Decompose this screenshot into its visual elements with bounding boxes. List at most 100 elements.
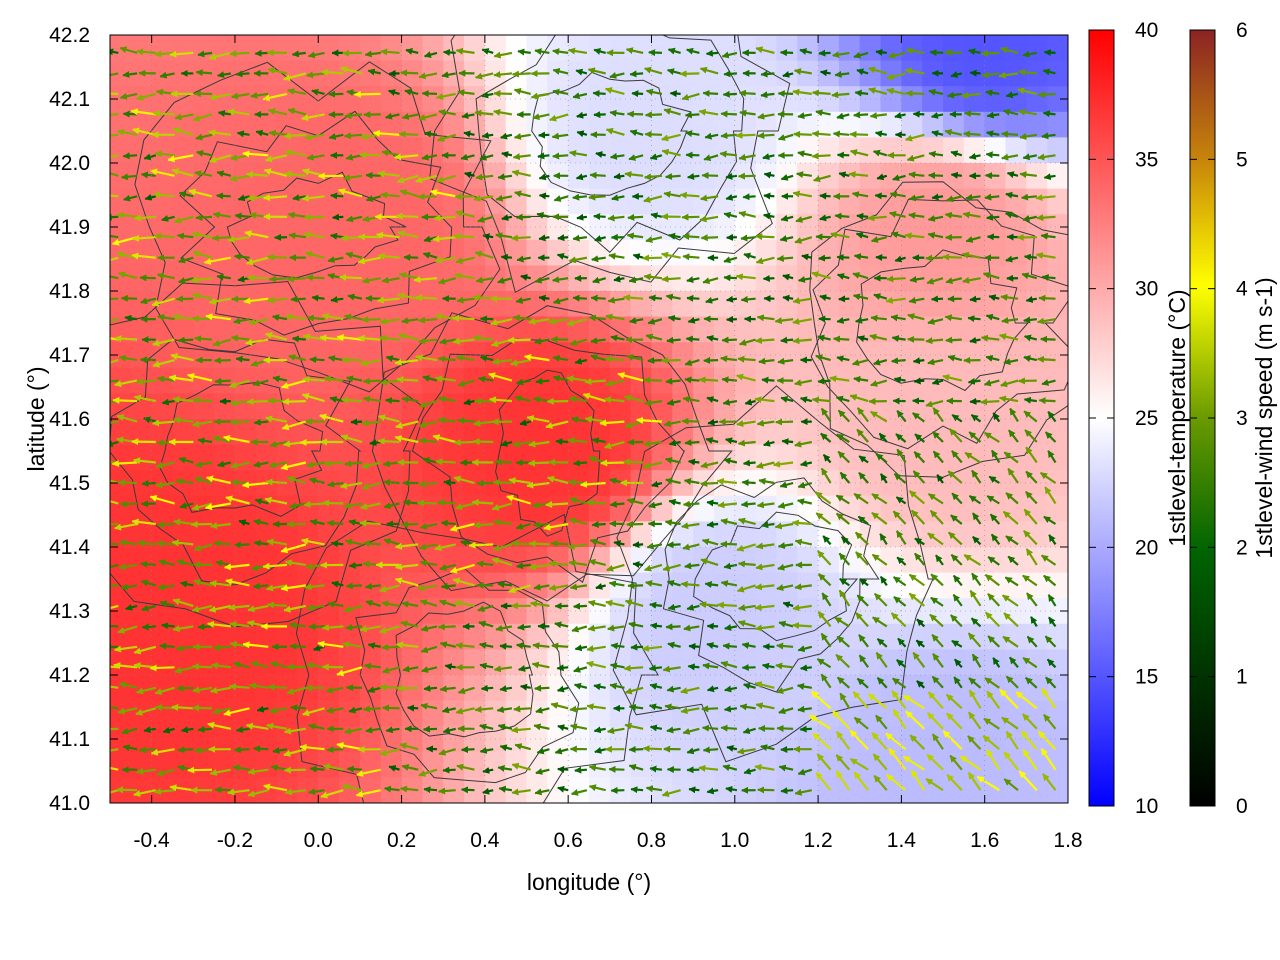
- heatmap-cell: [234, 444, 257, 471]
- temperature-colorbar-tick-label: 20: [1135, 536, 1158, 559]
- y-tick-label: 41.7: [49, 344, 90, 367]
- heatmap-cell: [484, 675, 507, 702]
- heatmap-cell: [297, 470, 319, 497]
- wind-vector: [141, 623, 156, 631]
- heatmap-cell: [901, 86, 923, 113]
- heatmap-cell: [318, 751, 340, 778]
- heatmap-cell: [776, 675, 798, 702]
- heatmap-cell: [193, 495, 215, 522]
- wind-vector: [362, 540, 381, 548]
- heatmap-cell: [547, 35, 569, 62]
- heatmap-cell: [859, 188, 882, 215]
- heatmap-cell: [526, 188, 548, 215]
- wind-vector: [979, 398, 1000, 406]
- wind-vector: [268, 275, 288, 283]
- heatmap-cell: [255, 291, 278, 318]
- heatmap-cell: [255, 214, 278, 241]
- wind-vector: [706, 499, 719, 507]
- heatmap-cell: [255, 751, 278, 778]
- heatmap-cell: [880, 239, 902, 266]
- heatmap-cell: [339, 316, 361, 343]
- heatmap-cell: [214, 547, 236, 574]
- heatmap-cell: [922, 137, 944, 164]
- heatmap-cell: [526, 444, 548, 471]
- wind-vector: [791, 622, 812, 630]
- heatmap-cell: [838, 188, 861, 215]
- wind-vector: [688, 458, 700, 466]
- heatmap-cell: [651, 86, 673, 113]
- heatmap-cell: [568, 342, 590, 369]
- heatmap-cell: [484, 291, 507, 318]
- wind-vector: [213, 539, 231, 547]
- wind-vector: [330, 192, 344, 200]
- y-tick-label: 42.0: [49, 152, 90, 175]
- heatmap-cell: [464, 495, 486, 522]
- wind-vector: [776, 724, 794, 732]
- heatmap-cell: [526, 470, 548, 497]
- heatmap-cell: [151, 188, 174, 215]
- heatmap-cell: [693, 649, 715, 676]
- temperature-colorbar-tick-label: 30: [1135, 278, 1158, 301]
- heatmap-cell: [401, 35, 423, 62]
- temperature-colorbar: 10 15 20 25 30 35 40 1stlevel-temperature (°C): [1088, 19, 1190, 818]
- heatmap-cell: [963, 649, 986, 676]
- heatmap-cell: [776, 239, 798, 266]
- wind-vector: [874, 192, 887, 200]
- plot-area: [110, 35, 1068, 803]
- wind-vector: [305, 274, 325, 282]
- wind-vector: [735, 131, 756, 139]
- heatmap-cell: [547, 751, 569, 778]
- heatmap-cell: [339, 342, 361, 369]
- heatmap-cell: [255, 700, 278, 727]
- wind-vector: [643, 376, 662, 384]
- wind-vector: [666, 336, 681, 344]
- wind-vector: [500, 253, 512, 261]
- heatmap-cell: [651, 675, 673, 702]
- wind-vector: [969, 295, 981, 303]
- heatmap-cell: [276, 726, 299, 753]
- wind-vector: [556, 664, 569, 672]
- heatmap-cell: [963, 393, 986, 420]
- wind-vector: [723, 70, 737, 78]
- wind-vector: [379, 683, 400, 691]
- heatmap-cell: [380, 444, 403, 471]
- wind-vector: [572, 602, 587, 610]
- heatmap-cell: [734, 291, 757, 318]
- heatmap-cell: [797, 419, 819, 446]
- heatmap-cell: [797, 598, 819, 625]
- wind-vector: [586, 499, 606, 507]
- heatmap-cell: [130, 239, 153, 266]
- x-tick-label: 0.4: [470, 829, 500, 852]
- heatmap-cell: [359, 777, 382, 803]
- heatmap-cell: [151, 35, 174, 62]
- wind-vector: [417, 193, 438, 201]
- heatmap-cell: [234, 188, 257, 215]
- heatmap-cell: [464, 470, 486, 497]
- heatmap-cell: [963, 700, 986, 727]
- heatmap-cell: [339, 214, 361, 241]
- heatmap-cell: [734, 751, 757, 778]
- wind-vector: [437, 623, 456, 631]
- heatmap-cell: [172, 35, 194, 62]
- wind-vector: [265, 478, 288, 486]
- heatmap-cell: [318, 700, 340, 727]
- heatmap-cell: [547, 188, 569, 215]
- heatmap-cell: [589, 495, 611, 522]
- heatmap-cell: [484, 265, 507, 292]
- heatmap-cell: [734, 342, 757, 369]
- heatmap-cell: [318, 726, 340, 753]
- heatmap-cell: [713, 444, 736, 471]
- heatmap-cell: [214, 239, 236, 266]
- wind-vector: [321, 499, 344, 507]
- heatmap-cell: [797, 444, 819, 471]
- heatmap-cell: [297, 393, 319, 420]
- heatmap-cell: [505, 137, 528, 164]
- heatmap-cell: [193, 598, 215, 625]
- wind-vector: [856, 212, 869, 220]
- wind-vector: [661, 275, 681, 283]
- wind-vector: [381, 643, 400, 651]
- heatmap-cell: [443, 393, 465, 420]
- heatmap-cell: [276, 239, 299, 266]
- wind-vector: [214, 377, 231, 385]
